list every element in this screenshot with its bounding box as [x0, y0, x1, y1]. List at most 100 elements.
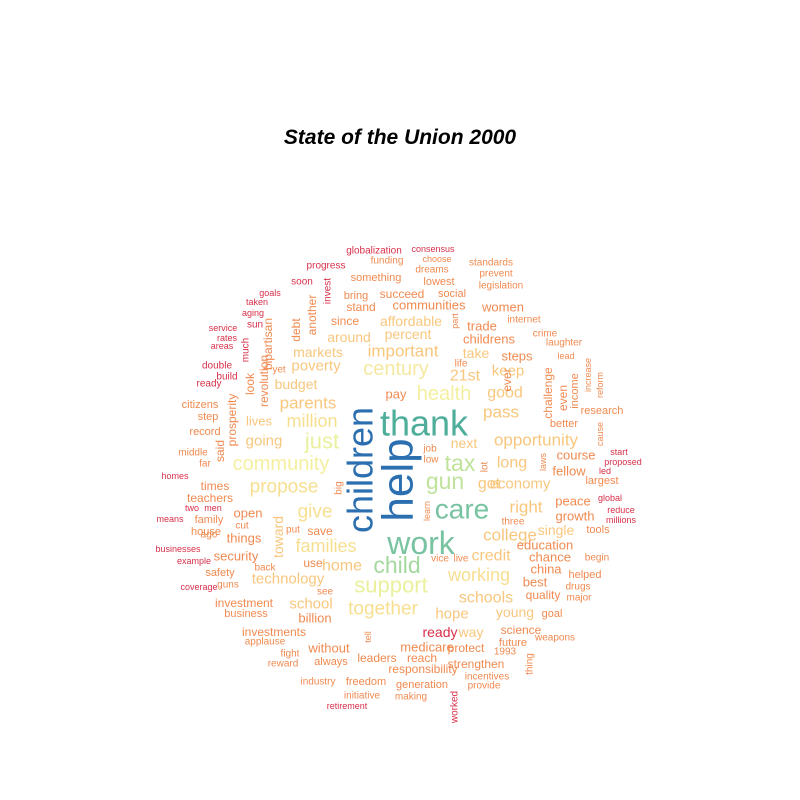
word-technology: technology [252, 571, 325, 588]
word-industry: industry [300, 677, 335, 688]
word-billion: billion [298, 611, 331, 626]
word-take: take [463, 345, 490, 361]
word-better: better [550, 418, 578, 430]
word-thank: thank [380, 403, 469, 444]
word-around: around [327, 329, 371, 345]
word-low: low [423, 455, 439, 466]
word-reach: reach [407, 651, 437, 665]
word-always: always [314, 656, 348, 668]
word-best: best [523, 575, 548, 590]
word-lowest: lowest [423, 276, 454, 288]
word-rates: rates [217, 333, 238, 343]
word-business: business [224, 608, 268, 620]
word-freedom: freedom [346, 676, 386, 688]
word-much: much [241, 338, 252, 362]
word-china: china [530, 562, 562, 577]
word-far: far [199, 459, 211, 470]
word-investment: investment [215, 596, 274, 610]
word-choose: choose [422, 254, 451, 264]
word-propose: propose [250, 477, 319, 498]
word-income: income [569, 373, 581, 408]
word-medicare: medicare [400, 640, 453, 655]
word-cut: cut [235, 521, 249, 532]
word-provide: provide [468, 681, 501, 692]
word-home: home [322, 558, 362, 575]
word-crime: crime [533, 329, 558, 340]
word-proposed: proposed [604, 457, 642, 467]
word-care: care [435, 494, 489, 525]
word-put: put [286, 525, 300, 536]
word-ready: ready [196, 379, 221, 390]
word-next: next [451, 435, 478, 451]
word-led: led [599, 466, 611, 476]
word-work: work [386, 525, 456, 561]
word-1993: 1993 [494, 647, 517, 658]
word-three: three [502, 517, 525, 528]
word-bring: bring [344, 290, 368, 302]
word-good: good [487, 385, 523, 402]
word-fight: fight [281, 649, 300, 660]
word-reform: reform [595, 372, 605, 398]
word-middle: middle [178, 448, 208, 459]
word-community: community [233, 453, 330, 475]
word-ago: ago [201, 530, 218, 541]
word-standards: standards [469, 258, 513, 269]
word-single: single [538, 522, 575, 538]
word-generation: generation [396, 679, 448, 691]
word-toward: toward [270, 516, 286, 558]
word-big: big [334, 481, 345, 494]
word-part: part [450, 313, 460, 329]
word-keep: keep [492, 363, 525, 380]
word-markets: markets [293, 344, 343, 360]
word-times: times [201, 479, 230, 493]
chart-title: State of the Union 2000 [283, 126, 517, 149]
word-help: help [374, 438, 423, 521]
word-look: look [243, 372, 257, 395]
word-credit: credit [471, 548, 511, 565]
word-childrens: childrens [463, 332, 516, 347]
word-bipartisan: bipartisan [261, 318, 275, 370]
word-progress: progress [307, 261, 346, 272]
word-important: important [368, 342, 439, 361]
word-incentives: incentives [465, 672, 509, 683]
word-goals: goals [259, 288, 281, 298]
word-poverty: poverty [291, 358, 341, 375]
word-young: young [496, 604, 534, 620]
word-things: things [227, 531, 262, 546]
word-sun: sun [247, 320, 263, 331]
word-fellow: fellow [552, 464, 586, 479]
word-education: education [517, 538, 573, 553]
word-teachers: teachers [187, 491, 233, 505]
word-schools: schools [459, 590, 513, 607]
word-soon: soon [291, 277, 313, 288]
word-increase: increase [583, 358, 593, 392]
word-reduce: reduce [607, 505, 635, 515]
word-working: working [447, 565, 510, 585]
word-applause: applause [245, 637, 286, 648]
word-lives: lives [246, 414, 273, 429]
word-see: see [317, 587, 334, 598]
word-helped: helped [568, 569, 601, 581]
word-steps: steps [501, 349, 533, 364]
word-leaders: leaders [357, 651, 396, 665]
word-ever: ever [500, 368, 514, 391]
word-save: save [307, 524, 333, 538]
word-vice: vice [431, 554, 449, 565]
word-start: start [610, 447, 628, 457]
word-example: example [177, 556, 211, 566]
word-women: women [481, 300, 524, 315]
word-something: something [351, 272, 402, 284]
word-children: children [340, 407, 381, 533]
word-peace: peace [555, 494, 590, 509]
word-opportunity: opportunity [494, 431, 579, 450]
word-worked: worked [450, 691, 461, 724]
word-reward: reward [268, 659, 299, 670]
word-laughter: laughter [546, 338, 583, 349]
word-begin: begin [585, 553, 609, 564]
word-investments: investments [242, 625, 306, 639]
word-thing: thing [525, 653, 536, 675]
word-budget: budget [275, 376, 318, 392]
word-prosperity: prosperity [225, 394, 239, 447]
word-retirement: retirement [327, 701, 368, 711]
word-life: life [455, 359, 468, 370]
